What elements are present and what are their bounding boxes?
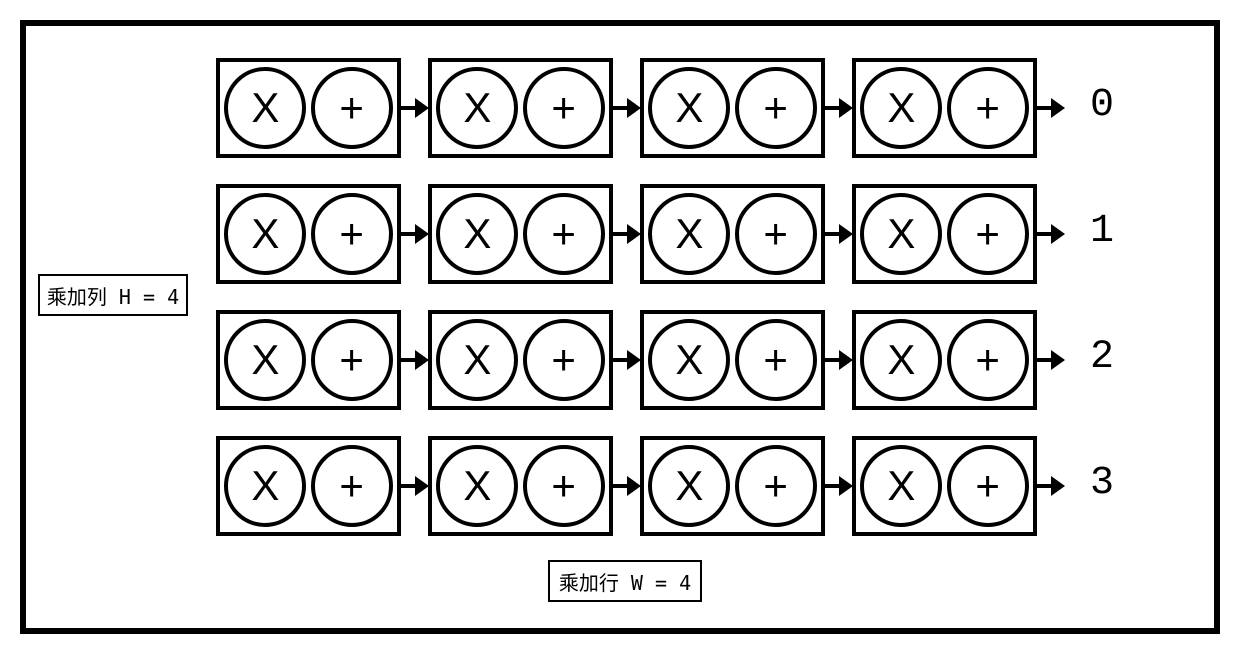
mac-unit-r3-c3: X+	[852, 436, 1037, 536]
multiply-icon: X	[860, 445, 942, 527]
add-icon: +	[947, 67, 1029, 149]
add-icon: +	[523, 67, 605, 149]
mac-unit-r1-c3: X+	[852, 184, 1037, 284]
multiply-icon: X	[860, 67, 942, 149]
multiply-icon: X	[860, 193, 942, 275]
row-output-label-1: 1	[1090, 209, 1114, 254]
multiply-icon: X	[436, 319, 518, 401]
mac-unit-r0-c0: X+	[216, 58, 401, 158]
row-output-label-2: 2	[1090, 335, 1114, 380]
multiply-icon: X	[648, 67, 730, 149]
add-icon: +	[735, 319, 817, 401]
add-icon: +	[947, 193, 1029, 275]
add-icon: +	[311, 193, 393, 275]
multiply-icon: X	[860, 319, 942, 401]
multiply-icon: X	[436, 67, 518, 149]
mac-unit-r2-c3: X+	[852, 310, 1037, 410]
mac-unit-r2-c2: X+	[640, 310, 825, 410]
add-icon: +	[523, 193, 605, 275]
mac-unit-r1-c2: X+	[640, 184, 825, 284]
mac-unit-r0-c3: X+	[852, 58, 1037, 158]
add-icon: +	[523, 319, 605, 401]
mac-unit-r1-c1: X+	[428, 184, 613, 284]
multiply-icon: X	[648, 193, 730, 275]
add-icon: +	[311, 319, 393, 401]
mac-unit-r2-c1: X+	[428, 310, 613, 410]
mac-unit-r3-c0: X+	[216, 436, 401, 536]
multiply-icon: X	[224, 193, 306, 275]
add-icon: +	[947, 445, 1029, 527]
row-output-label-0: 0	[1090, 83, 1114, 128]
multiply-icon: X	[648, 319, 730, 401]
multiply-icon: X	[648, 445, 730, 527]
mac-unit-r3-c2: X+	[640, 436, 825, 536]
label-columns-h: 乘加列 H = 4	[38, 274, 188, 316]
multiply-icon: X	[224, 445, 306, 527]
outer-frame	[20, 20, 1220, 634]
add-icon: +	[523, 445, 605, 527]
diagram-canvas: 乘加列 H = 4乘加行 W = 4X+X+X+X+0X+X+X+X+1X+X+…	[0, 0, 1240, 654]
mac-unit-r0-c2: X+	[640, 58, 825, 158]
mac-unit-r2-c0: X+	[216, 310, 401, 410]
multiply-icon: X	[436, 193, 518, 275]
add-icon: +	[947, 319, 1029, 401]
add-icon: +	[735, 193, 817, 275]
label-rows-w: 乘加行 W = 4	[548, 560, 702, 602]
multiply-icon: X	[224, 319, 306, 401]
mac-unit-r1-c0: X+	[216, 184, 401, 284]
add-icon: +	[311, 67, 393, 149]
add-icon: +	[311, 445, 393, 527]
add-icon: +	[735, 445, 817, 527]
add-icon: +	[735, 67, 817, 149]
mac-unit-r0-c1: X+	[428, 58, 613, 158]
mac-unit-r3-c1: X+	[428, 436, 613, 536]
multiply-icon: X	[224, 67, 306, 149]
multiply-icon: X	[436, 445, 518, 527]
row-output-label-3: 3	[1090, 461, 1114, 506]
